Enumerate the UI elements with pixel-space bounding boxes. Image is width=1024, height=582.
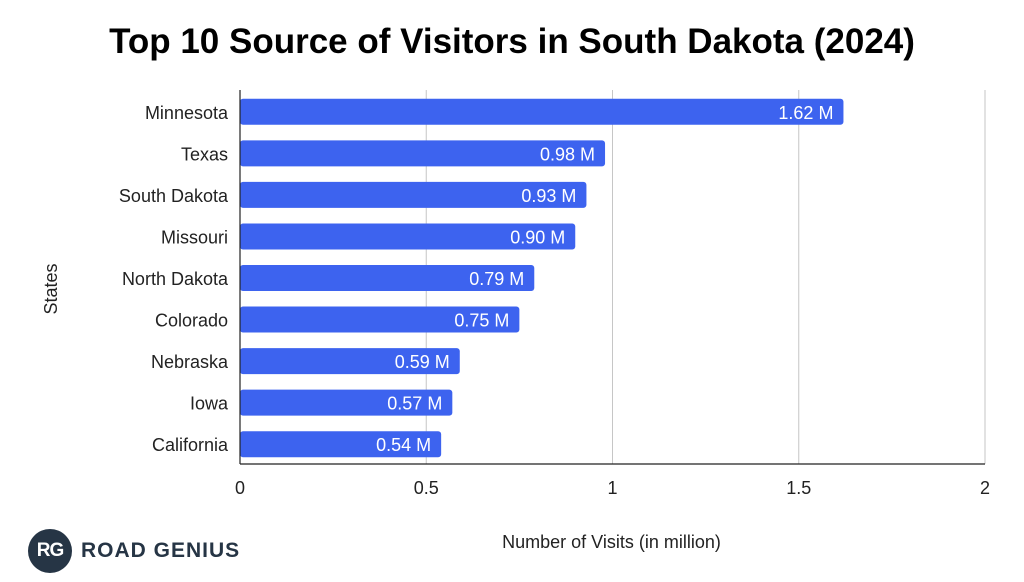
bar xyxy=(240,98,844,125)
data-label: 0.59 M xyxy=(395,352,450,372)
y-axis-title: States xyxy=(41,263,61,314)
data-label: 0.98 M xyxy=(540,144,595,164)
data-label: 0.75 M xyxy=(454,311,509,331)
chart-title: Top 10 Source of Visitors in South Dakot… xyxy=(109,22,915,61)
bar xyxy=(240,140,606,167)
category-label: Colorado xyxy=(155,311,228,331)
logo-text: ROAD GENIUS xyxy=(81,539,241,562)
data-label: 0.93 M xyxy=(521,186,576,206)
x-axis-title: Number of Visits (in million) xyxy=(502,532,721,552)
bar xyxy=(240,348,460,375)
category-label: Minnesota xyxy=(145,103,229,123)
category-label: Texas xyxy=(181,144,228,164)
logo-badge: RG xyxy=(28,529,72,573)
bar xyxy=(240,181,587,208)
data-label: 0.90 M xyxy=(510,227,565,247)
category-label: South Dakota xyxy=(119,186,229,206)
bar xyxy=(240,431,442,458)
category-label: North Dakota xyxy=(122,269,229,289)
x-tick-label: 1 xyxy=(607,478,617,498)
x-tick-label: 0 xyxy=(235,478,245,498)
category-label: California xyxy=(152,435,229,455)
data-label: 0.79 M xyxy=(469,269,524,289)
x-tick-label: 1.5 xyxy=(786,478,811,498)
brand-logo: RG ROAD GENIUS xyxy=(28,529,240,573)
category-label: Missouri xyxy=(161,227,228,247)
category-label: Iowa xyxy=(190,394,229,414)
bar xyxy=(240,306,520,333)
category-label: Nebraska xyxy=(151,352,229,372)
x-tick-label: 2 xyxy=(980,478,990,498)
x-tick-label: 0.5 xyxy=(414,478,439,498)
bar xyxy=(240,223,576,250)
data-label: 0.54 M xyxy=(376,435,431,455)
bar xyxy=(240,389,453,416)
data-label: 0.57 M xyxy=(387,394,442,414)
data-label: 1.62 M xyxy=(778,103,833,123)
bar xyxy=(240,265,535,291)
